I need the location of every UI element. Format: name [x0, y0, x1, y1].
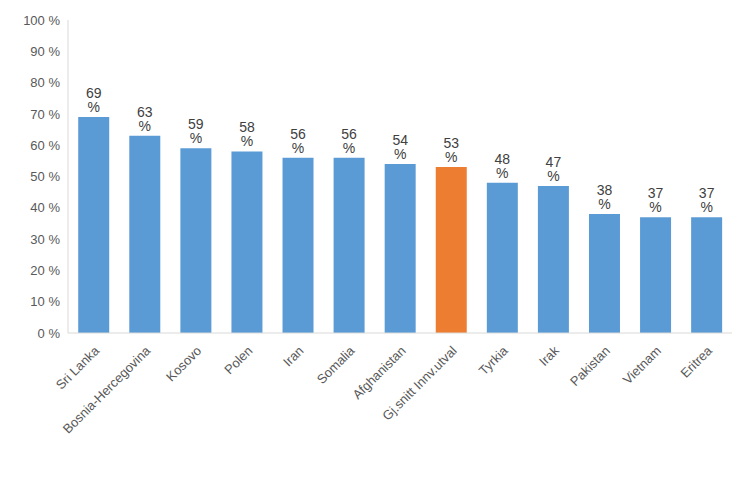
svg-text:Tyrkia: Tyrkia — [476, 342, 512, 378]
svg-text:Vietnam: Vietnam — [620, 343, 664, 387]
svg-text:37%: 37% — [648, 185, 664, 215]
svg-text:Iran: Iran — [280, 343, 306, 369]
svg-text:48%: 48% — [495, 151, 511, 181]
svg-text:50 %: 50 % — [30, 169, 60, 184]
svg-text:Gj.snitt Innv.utval: Gj.snitt Innv.utval — [379, 343, 460, 424]
svg-text:63%: 63% — [137, 104, 153, 134]
svg-text:20 %: 20 % — [30, 263, 60, 278]
svg-text:56%: 56% — [290, 126, 306, 156]
svg-text:47%: 47% — [546, 154, 562, 184]
svg-text:69%: 69% — [86, 85, 102, 115]
svg-text:56%: 56% — [341, 126, 357, 156]
svg-text:Pakistan: Pakistan — [567, 343, 613, 389]
svg-text:37%: 37% — [699, 185, 715, 215]
svg-text:10 %: 10 % — [30, 294, 60, 309]
svg-text:Kosovo: Kosovo — [163, 343, 204, 384]
svg-text:Bosnia-Hercegovina: Bosnia-Hercegovina — [60, 343, 154, 437]
svg-text:Polen: Polen — [221, 343, 255, 377]
svg-text:Eritrea: Eritrea — [677, 343, 715, 381]
svg-text:Afghanistan: Afghanistan — [349, 343, 409, 403]
svg-text:0 %: 0 % — [38, 326, 61, 341]
svg-text:80 %: 80 % — [30, 75, 60, 90]
svg-text:38%: 38% — [597, 182, 613, 212]
svg-text:Somalia: Somalia — [314, 342, 358, 386]
svg-text:Irak: Irak — [536, 343, 562, 369]
svg-text:40 %: 40 % — [30, 200, 60, 215]
svg-text:Sri Lanka: Sri Lanka — [53, 342, 103, 392]
svg-text:59%: 59% — [188, 116, 204, 146]
svg-text:53%: 53% — [443, 135, 459, 165]
svg-text:100 %: 100 % — [23, 13, 60, 28]
svg-text:60 %: 60 % — [30, 138, 60, 153]
svg-text:90 %: 90 % — [30, 44, 60, 59]
svg-text:70 %: 70 % — [30, 107, 60, 122]
svg-text:54%: 54% — [392, 132, 408, 162]
svg-text:30 %: 30 % — [30, 232, 60, 247]
svg-text:58%: 58% — [239, 119, 255, 149]
